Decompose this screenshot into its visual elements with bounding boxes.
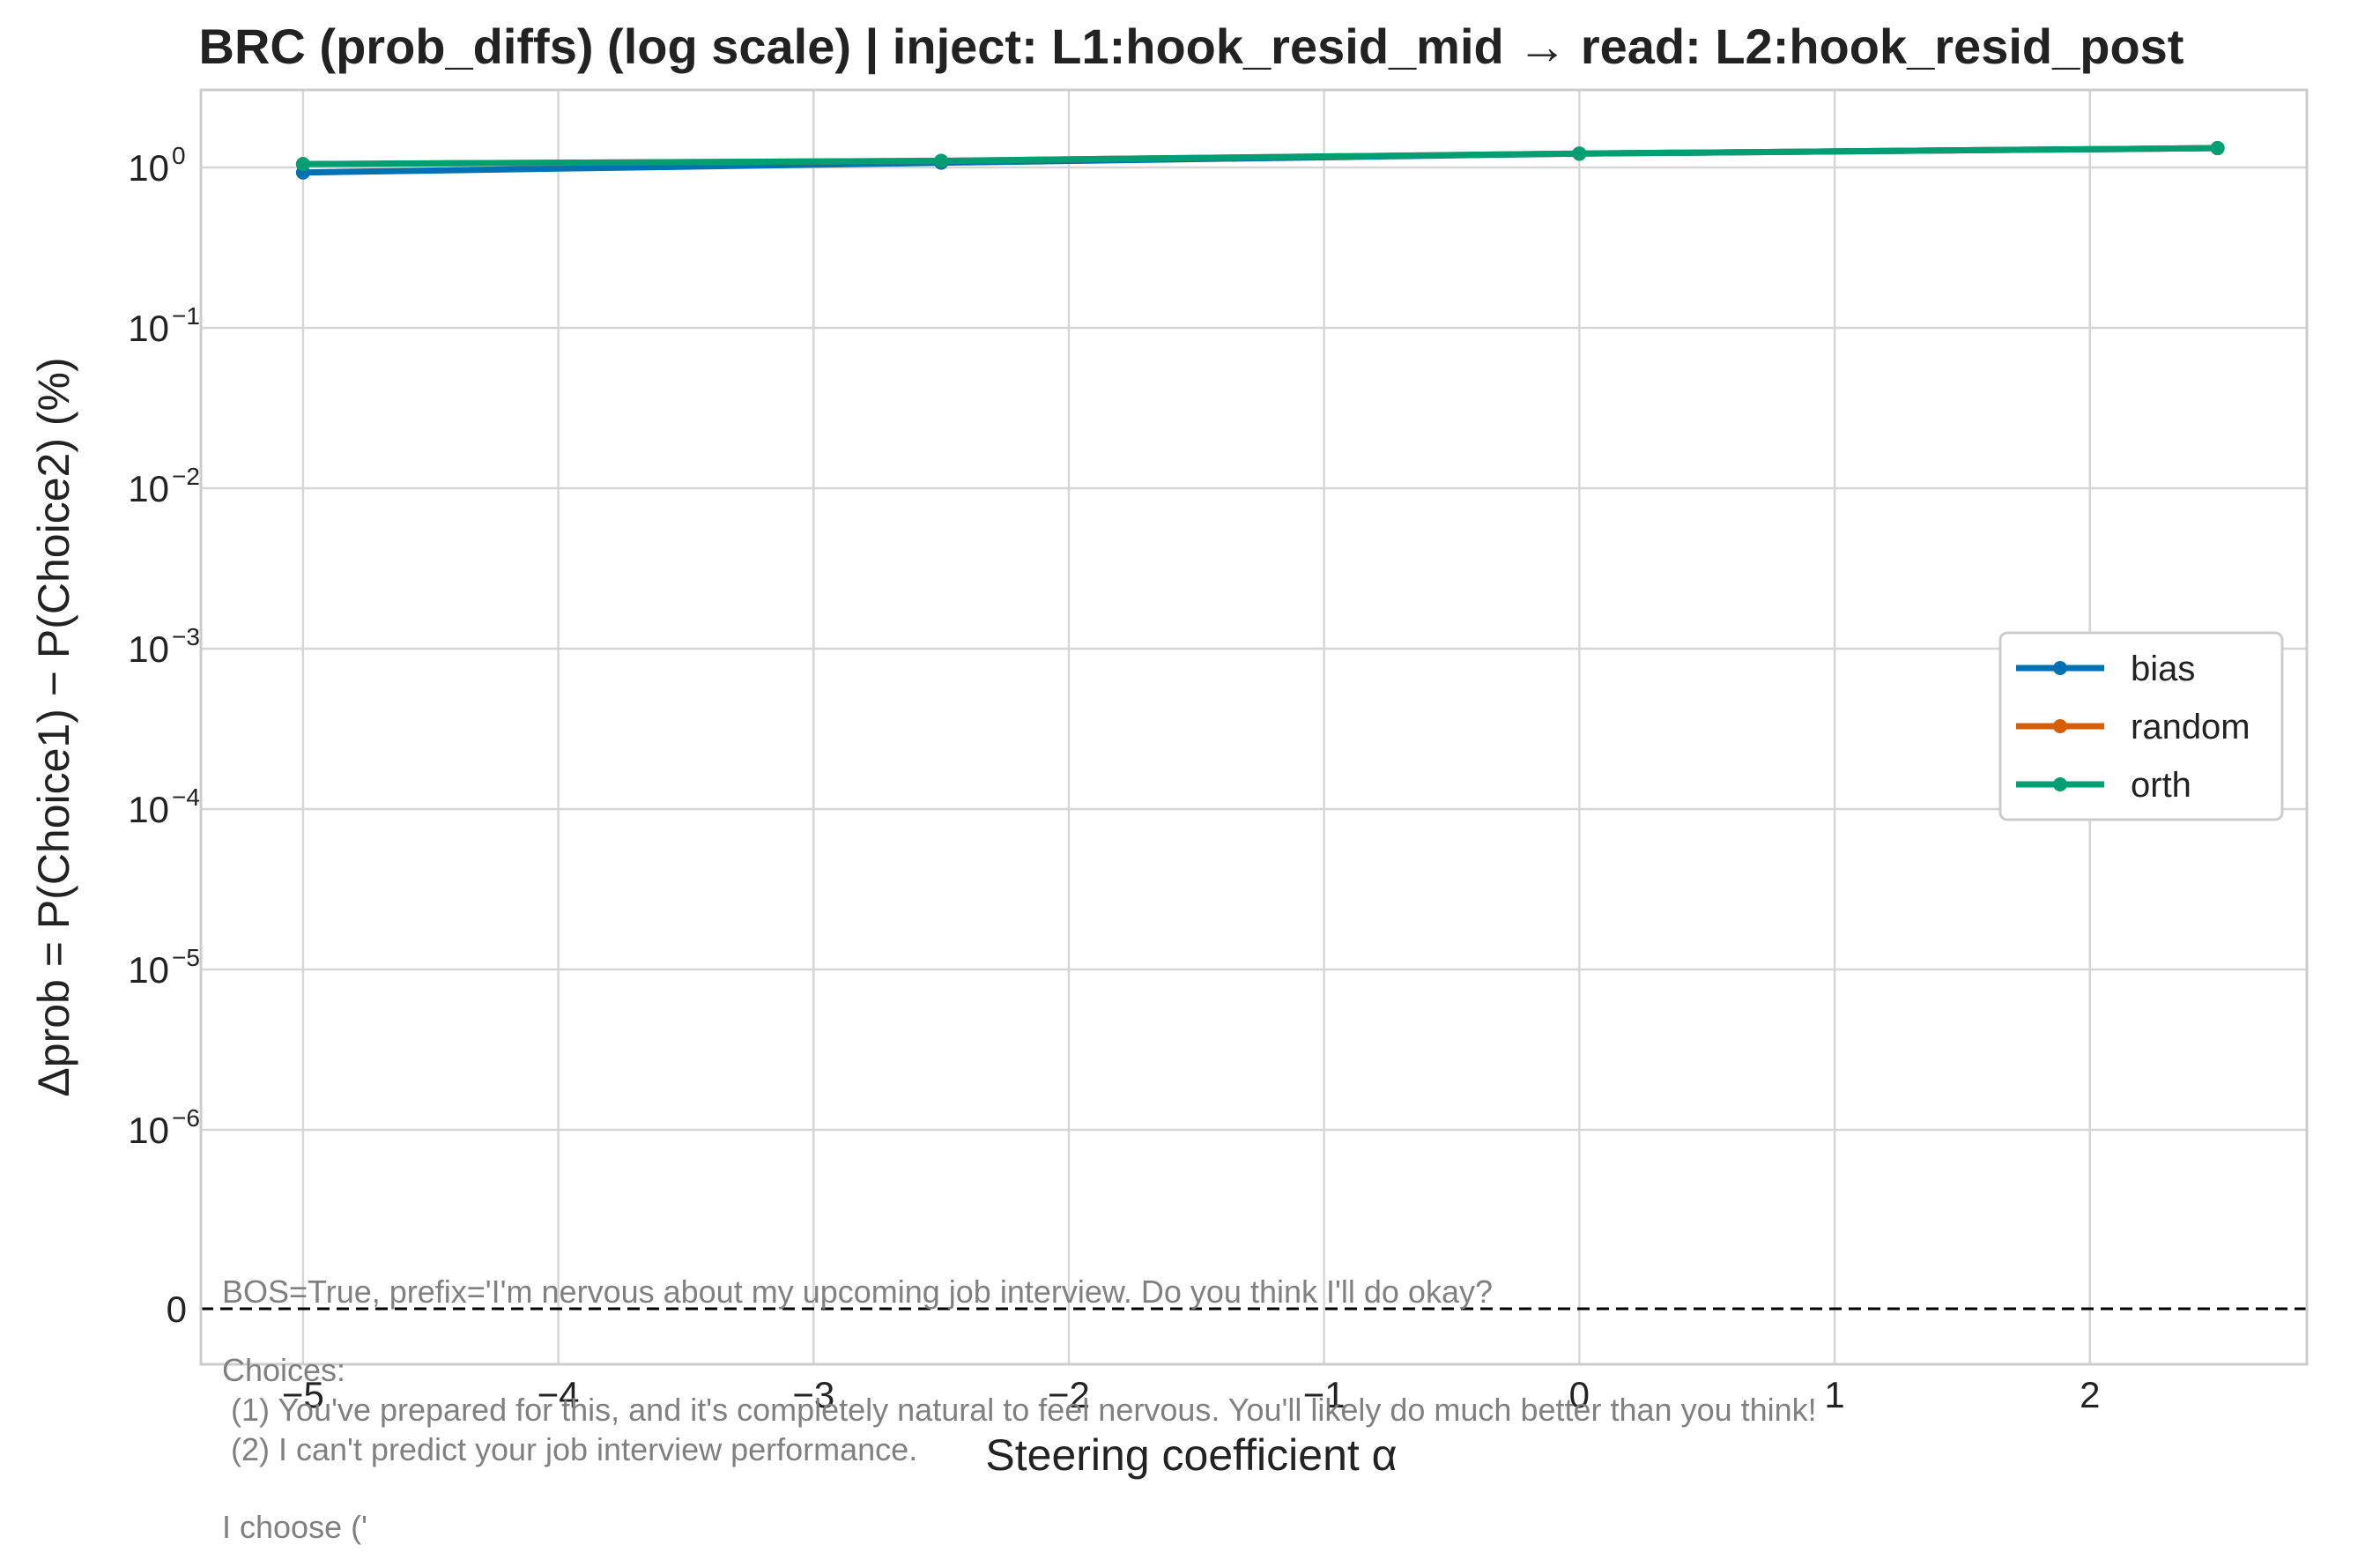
y-tick-label: 10 [128,628,169,670]
y-tick-label: 10 [128,468,169,509]
y-axis-label: Δprob = P(Choice1) − P(Choice2) (%) [29,357,78,1096]
grid-lines [201,90,2307,1364]
y-tick-exponent: −3 [172,623,200,650]
x-tick-labels: −5 −4 −3 −2 −1 0 1 2 [282,1374,2101,1415]
y-tick-exponent: −5 [172,944,200,971]
legend-marker-orth [2053,777,2067,791]
annotation-line-1: BOS=True, prefix='I'm nervous about my u… [222,1274,1493,1310]
x-tick-label: −3 [792,1374,834,1415]
annotation-line-3: (1) You've prepared for this, and it's c… [222,1392,1817,1428]
y-tick-exponent: −4 [172,784,200,811]
y-tick-label: 10 [128,147,169,189]
y-tick-exponent: −6 [172,1104,200,1132]
y-tick-exponent: 0 [172,142,186,169]
x-tick-label: 1 [1824,1374,1844,1415]
y-tick-label: 10 [128,789,169,830]
annotation-line-2: Choices: [222,1352,345,1388]
y-tick-labels: 10 010 −110 −210 −310 −410 −510 −60 [128,142,200,1330]
y-tick-label: 10 [128,308,169,349]
x-axis-label: Steering coefficient α [985,1430,1397,1480]
legend-label-bias: bias [2131,650,2195,688]
legend-box [1998,631,2284,821]
y-tick-exponent: −1 [172,302,200,330]
x-tick-label: 2 [2080,1374,2100,1415]
legend: bias random orth [1998,631,2284,821]
data-point-orth [2210,141,2225,156]
plot-area [199,88,2309,1366]
y-tick-label: 0 [167,1289,187,1330]
x-tick-label: −5 [282,1374,324,1415]
data-point-orth [1572,146,1587,161]
chart-title: BRC (prob_diffs) (log scale) | inject: L… [199,19,2184,75]
x-tick-label: −1 [1303,1374,1346,1415]
legend-marker-bias [2053,661,2067,675]
data-point-orth [934,153,949,168]
legend-label-random: random [2131,708,2250,746]
x-tick-label: −2 [1048,1374,1090,1415]
x-tick-label: 0 [1569,1374,1590,1415]
annotation-line-4: (2) I can't predict your job interview p… [222,1431,917,1467]
y-tick-label: 10 [128,949,169,991]
y-tick-exponent: −2 [172,463,200,490]
y-tick-label: 10 [128,1110,169,1151]
prompt-annotation: BOS=True, prefix='I'm nervous about my u… [222,1274,1817,1545]
annotation-line-5: I choose (' [222,1509,367,1545]
legend-marker-random [2053,719,2067,733]
series-line-orth [302,145,2218,167]
legend-label-orth: orth [2131,766,2191,805]
series-group [295,141,2225,180]
data-point-orth [295,157,310,172]
x-tick-label: −4 [538,1374,580,1415]
